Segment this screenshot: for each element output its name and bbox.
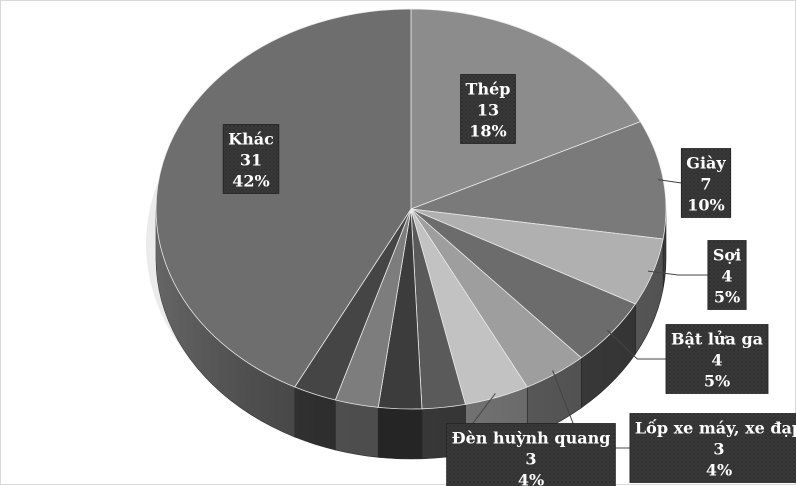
data-label-name-gi-y: Giày — [686, 154, 726, 173]
data-label-name-th-p: Thép — [466, 80, 511, 99]
data-label-percent-b-t-l-a-ga: 5% — [704, 372, 730, 391]
data-label-name-b-t-l-a-ga: Bật lửa ga — [671, 330, 763, 349]
data-label-value-th-p: 13 — [477, 101, 499, 120]
data-label-percent-s-i: 5% — [714, 288, 740, 307]
data-label-name-l-p-xe-m-y-xe-p: Lốp xe máy, xe đạp — [635, 419, 796, 438]
data-label-name--n-hu-nh-quang: Đèn huỳnh quang — [452, 429, 611, 448]
data-label-value-kh-c: 31 — [240, 151, 262, 170]
data-label-percent--n-hu-nh-quang: 4% — [518, 471, 544, 486]
data-label-percent-kh-c: 42% — [232, 172, 269, 191]
data-label-percent-l-p-xe-m-y-xe-p: 4% — [706, 461, 732, 480]
data-label-percent-th-p: 18% — [469, 122, 506, 141]
data-label-value-l-p-xe-m-y-xe-p: 3 — [713, 440, 724, 459]
data-label-name-s-i: Sợi — [713, 246, 741, 265]
data-label-value-s-i: 4 — [721, 267, 732, 286]
data-label-name-kh-c: Khác — [228, 130, 274, 149]
data-label-value--n-hu-nh-quang: 3 — [525, 450, 536, 469]
data-label-value-gi-y: 7 — [700, 175, 711, 194]
data-label-value-b-t-l-a-ga: 4 — [711, 351, 722, 370]
data-label-percent-gi-y: 10% — [687, 196, 724, 215]
